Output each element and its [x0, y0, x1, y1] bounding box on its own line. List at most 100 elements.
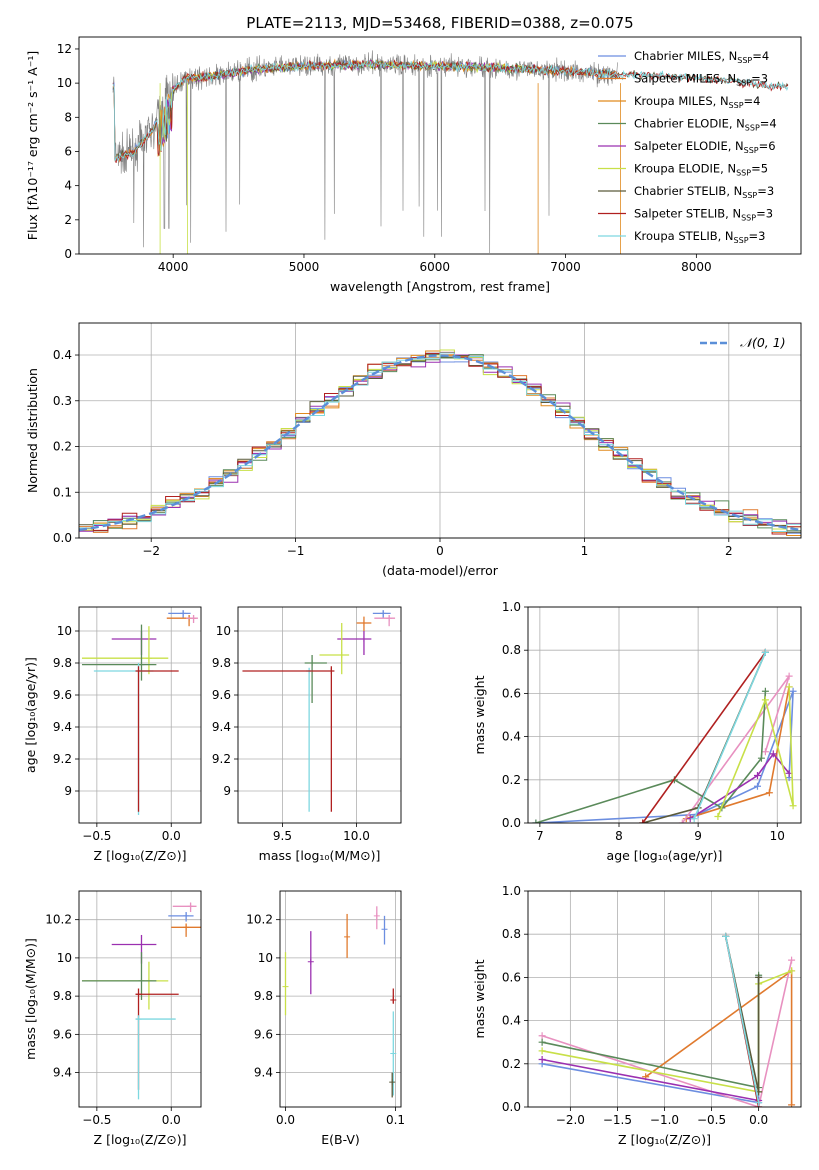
- legend-entry-suffix: =3: [756, 207, 773, 221]
- data-point-marker: [328, 668, 335, 674]
- legend-entry-name: Salpeter ELODIE, N: [634, 139, 744, 153]
- y-tick-label: 0.8: [502, 643, 521, 657]
- legend-entry-suffix: =4: [752, 49, 769, 63]
- x-axis-label: (data-model)/error: [382, 563, 499, 578]
- y-tick-label: 10: [57, 951, 72, 965]
- residuals-plot: −2 −1 0 1 2 0.0 0.1 0.2 0.3 0.4 (data-model)/error…: [25, 322, 802, 578]
- legend-entry-sub: SSP: [736, 169, 751, 178]
- data-point-marker: [390, 1050, 397, 1057]
- plot-area: [282, 906, 397, 1098]
- y-tick-label: 6: [64, 144, 72, 158]
- x-tick-label: −2.0: [556, 1113, 585, 1127]
- mass-weight-marker: [788, 967, 796, 975]
- x-tick-label: 8: [615, 829, 623, 843]
- x-tick-label: 0.0: [162, 829, 181, 843]
- y-tick-label: 9.6: [53, 688, 72, 702]
- legend-entry-suffix: =3: [749, 229, 766, 243]
- mass-weight-marker: [755, 1099, 763, 1107]
- plot-area: [79, 349, 801, 536]
- data-point-marker: [390, 996, 397, 1003]
- legend-entry: Kroupa ELODIE, NSSP=5: [634, 162, 768, 178]
- legend-entry: Kroupa MILES, NSSP=4: [634, 94, 760, 110]
- legend-entry-sub: SSP: [734, 236, 749, 245]
- axes-frame: [527, 890, 802, 1108]
- y-tick-label: 12: [57, 42, 72, 56]
- mass-weight-marker: [538, 1032, 546, 1040]
- axes-frame: [78, 322, 802, 539]
- legend-entry: Salpeter STELIB, NSSP=3: [634, 207, 773, 223]
- mass-weight-marker: [678, 819, 686, 823]
- gaussian-reference-line: [79, 354, 801, 532]
- x-tick-label: −0.5: [82, 1113, 111, 1127]
- mass-weight-line: [693, 652, 767, 820]
- data-point-marker: [138, 977, 145, 984]
- legend-entry-sub: SSP: [744, 146, 759, 155]
- y-tick-label: 0.3: [53, 394, 72, 408]
- mass-weight-marker: [753, 782, 761, 790]
- y-tick-label: 9.6: [53, 1027, 72, 1041]
- plot-area: [81, 902, 201, 1100]
- y-tick-label: 9.6: [212, 688, 231, 702]
- y-tick-label: 0.1: [53, 485, 72, 499]
- y-tick-label: 9.8: [53, 656, 72, 670]
- y-tick-label: 8: [64, 110, 72, 124]
- y-tick-label: 0.4: [53, 348, 72, 362]
- legend-entry-suffix: =5: [751, 162, 768, 176]
- y-tick-label: 0.0: [502, 1100, 521, 1114]
- legend-entry-sub: SSP: [737, 56, 752, 65]
- x-axis-label: wavelength [Angstrom, rest frame]: [330, 279, 550, 294]
- mass-weight-marker: [785, 683, 793, 691]
- legend-entry-suffix: =3: [757, 184, 774, 198]
- y-tick-label: 10.2: [246, 913, 273, 927]
- legend-entry: 𝒩(0, 1): [740, 335, 786, 350]
- y-axis-label: mass [log₁₀(M/M⊙)]: [23, 938, 38, 1060]
- x-axis-label: E(B-V): [321, 1132, 360, 1147]
- legend-entry-name: Kroupa MILES, N: [634, 94, 729, 108]
- data-point-marker: [183, 924, 190, 931]
- mass-weight-marker: [769, 750, 777, 758]
- y-tick-label: 9.6: [254, 1027, 273, 1041]
- data-point-marker: [307, 958, 314, 965]
- legend-entry-name: Chabrier ELODIE, N: [634, 117, 745, 131]
- chart-title: PLATE=2113, MJD=53468, FIBERID=0388, z=0…: [246, 14, 633, 32]
- x-axis-label: Z [log₁₀(Z/Z⊙)]: [94, 848, 187, 863]
- axes-frame: [78, 606, 202, 824]
- x-tick-label: 10.0: [343, 829, 370, 843]
- data-point-marker: [135, 668, 142, 674]
- plot-area: [112, 50, 789, 254]
- x-tick-label: 1: [581, 544, 589, 558]
- legend-entry-sub: SSP: [742, 191, 757, 200]
- legend-entry: Salpeter ELODIE, NSSP=6: [634, 139, 776, 155]
- y-tick-label: 9.8: [212, 656, 231, 670]
- y-tick-label: 10: [57, 624, 72, 638]
- data-point-marker: [389, 1079, 396, 1086]
- axes-frame: [78, 890, 202, 1108]
- y-tick-label: 10: [216, 624, 231, 638]
- x-tick-label: 9: [694, 829, 702, 843]
- x-tick-label: 0: [436, 544, 444, 558]
- y-tick-label: 0.4: [502, 1014, 521, 1028]
- data-point-marker: [183, 912, 190, 919]
- x-axis-label: mass [log₁₀(M/M⊙)]: [259, 848, 381, 863]
- data-point-marker: [344, 933, 351, 940]
- legend-entry-sub: SSP: [745, 124, 760, 133]
- mass-weight-marker: [753, 771, 761, 779]
- y-axis-label: mass weight: [472, 675, 487, 754]
- data-point-marker: [338, 652, 345, 658]
- x-tick-label: 7000: [550, 260, 581, 274]
- data-point-marker: [180, 610, 187, 617]
- x-tick-label: 0.0: [162, 1113, 181, 1127]
- mass-weight-marker: [757, 754, 765, 762]
- x-tick-label: −1.5: [603, 1113, 632, 1127]
- y-tick-label: 9: [223, 784, 231, 798]
- y-tick-label: 0: [64, 247, 72, 261]
- data-point-marker: [145, 655, 152, 662]
- x-tick-label: 8000: [681, 260, 712, 274]
- plot-area: [81, 610, 199, 815]
- mass-weight-line: [541, 959, 793, 1107]
- y-tick-label: 9.4: [254, 1066, 273, 1080]
- mass-weight-line: [724, 936, 760, 1103]
- x-tick-label: 5000: [289, 260, 320, 274]
- mass-vs-EBV-plot: 0.0 0.1 9.4 9.6 9.8 10 10.2 E(B-V): [246, 890, 405, 1147]
- model-spectrum-line: [112, 59, 789, 164]
